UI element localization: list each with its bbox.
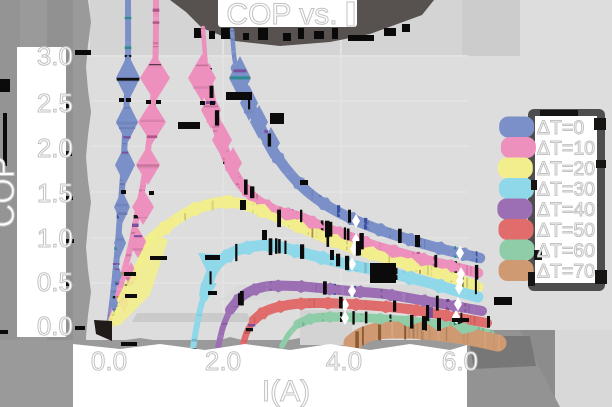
svg-text:2.0: 2.0 (37, 133, 73, 163)
svg-text:0.0: 0.0 (91, 346, 127, 376)
svg-text:ΔT=70: ΔT=70 (537, 261, 595, 283)
svg-text:ΔT=20: ΔT=20 (537, 158, 595, 180)
svg-text:6.0: 6.0 (442, 346, 478, 376)
svg-text:4.0: 4.0 (326, 346, 362, 376)
svg-text:1.0: 1.0 (37, 223, 73, 253)
svg-text:I(A): I(A) (262, 375, 310, 407)
svg-text:2.5: 2.5 (37, 88, 73, 118)
svg-text:ΔT=30: ΔT=30 (537, 179, 595, 201)
svg-text:ΔT=10: ΔT=10 (537, 138, 595, 160)
svg-text:2.0: 2.0 (205, 346, 241, 376)
svg-text:3.0: 3.0 (37, 41, 73, 71)
svg-text:ΔT=40: ΔT=40 (537, 199, 595, 221)
svg-text:COP vs.: COP vs. (226, 0, 337, 31)
svg-text:1.5: 1.5 (37, 178, 73, 208)
svg-text:ΔT=0: ΔT=0 (537, 117, 584, 139)
svg-text:ΔT=50: ΔT=50 (537, 220, 595, 242)
svg-text:0.0: 0.0 (37, 311, 73, 341)
svg-text:COP: COP (0, 156, 21, 228)
svg-text:ΔT=60: ΔT=60 (537, 240, 595, 262)
svg-text:0.5: 0.5 (37, 267, 73, 297)
